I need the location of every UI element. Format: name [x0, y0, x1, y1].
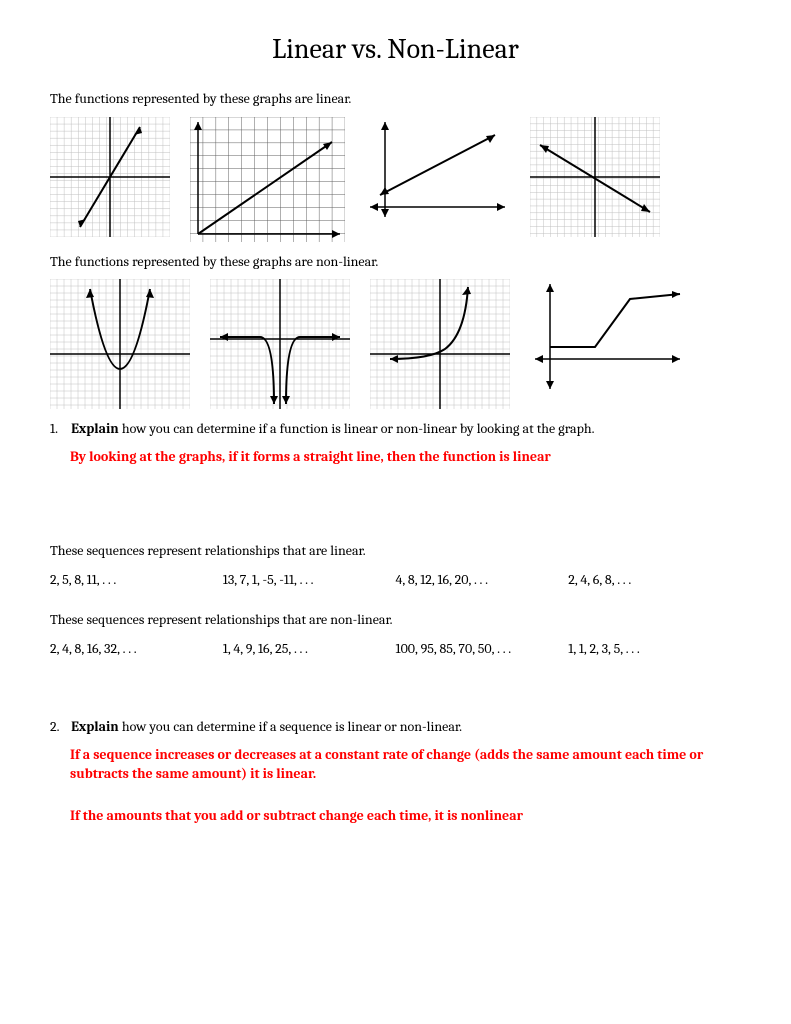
seq-nonlinear-d: 1, 1, 2, 3, 5, . . .: [568, 639, 741, 659]
linear-graph-4: [530, 117, 660, 237]
q2-answer-2: If the amounts that you add or subtract …: [70, 806, 741, 826]
intro-linear: The functions represented by these graph…: [50, 89, 741, 109]
seq-linear-b: 13, 7, 1, -5, -11, . . .: [223, 570, 396, 590]
question-1: 1. Explain how you can determine if a fu…: [70, 419, 741, 439]
question-2: 2. Explain how you can determine if a se…: [70, 717, 741, 737]
linear-graph-2: [190, 117, 345, 242]
nonlinear-graph-3: [370, 279, 510, 409]
linear-graph-1: [50, 117, 170, 237]
q2-rest: how you can determine if a sequence is l…: [119, 718, 462, 735]
seq-nonlinear-row: 2, 4, 8, 16, 32, . . . 1, 4, 9, 16, 25, …: [50, 639, 741, 659]
seq-linear-row: 2, 5, 8, 11, . . . 13, 7, 1, -5, -11, . …: [50, 570, 741, 590]
seq-nonlinear-b: 1, 4, 9, 16, 25, . . .: [223, 639, 396, 659]
nonlinear-graph-1: [50, 279, 190, 409]
q1-number: 1.: [50, 419, 68, 439]
intro-nonlinear: The functions represented by these graph…: [50, 252, 741, 272]
page-title: Linear vs. Non-Linear: [50, 30, 741, 69]
q1-answer: By looking at the graphs, if it forms a …: [70, 447, 741, 467]
seq-nonlinear-intro: These sequences represent relationships …: [50, 610, 741, 630]
q2-lead: Explain: [71, 718, 119, 735]
nonlinear-graphs-row: [50, 279, 741, 409]
q1-rest: how you can determine if a function is l…: [119, 420, 595, 437]
seq-nonlinear-a: 2, 4, 8, 16, 32, . . .: [50, 639, 223, 659]
seq-nonlinear-c: 100, 95, 85, 70, 50, . . .: [396, 639, 569, 659]
linear-graphs-row: [50, 117, 741, 242]
seq-linear-d: 2, 4, 6, 8, . . .: [568, 570, 741, 590]
q2-answer-1: If a sequence increases or decreases at …: [70, 745, 741, 784]
q2-number: 2.: [50, 717, 68, 737]
seq-linear-c: 4, 8, 12, 16, 20, . . .: [396, 570, 569, 590]
seq-linear-intro: These sequences represent relationships …: [50, 541, 741, 561]
seq-linear-a: 2, 5, 8, 11, . . .: [50, 570, 223, 590]
q1-lead: Explain: [71, 420, 119, 437]
nonlinear-graph-2: [210, 279, 350, 409]
linear-graph-3: [365, 117, 510, 227]
nonlinear-graph-4: [530, 279, 685, 399]
